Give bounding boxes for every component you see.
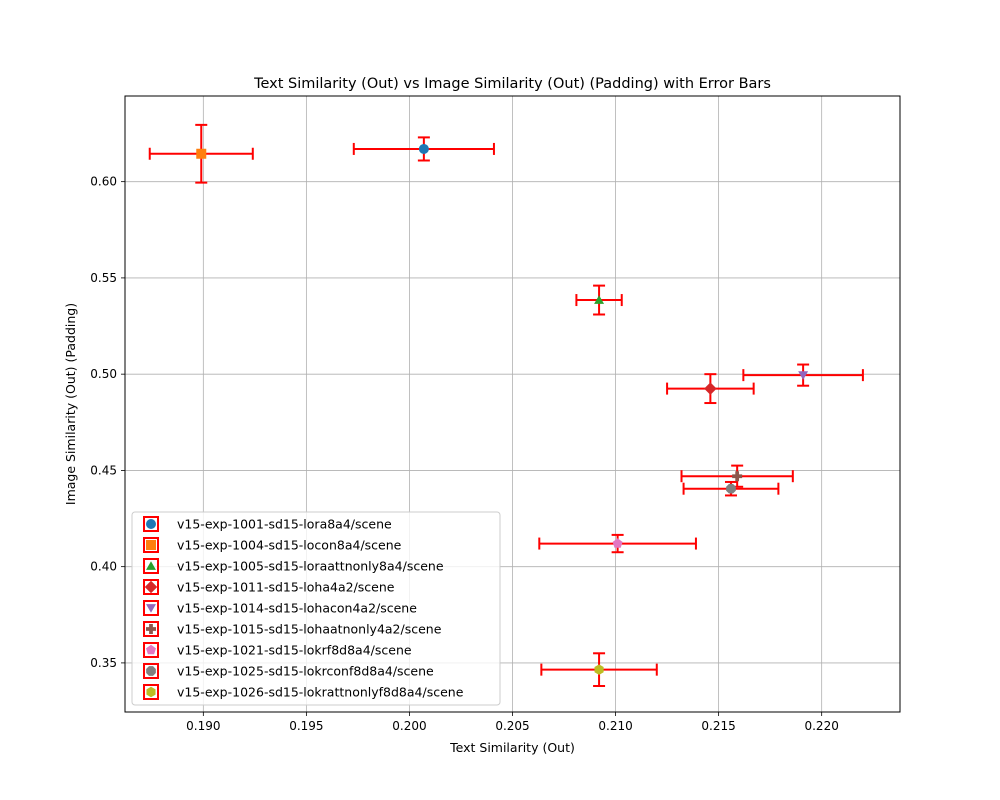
data-point — [196, 148, 207, 159]
x-tick-label: 0.220 — [804, 719, 838, 733]
y-axis-label: Image Similarity (Out) (Padding) — [63, 303, 78, 505]
legend-entry: v15-exp-1004-sd15-locon8a4/scene — [143, 537, 402, 553]
y-tick-label: 0.45 — [90, 463, 117, 477]
legend-marker — [146, 686, 156, 698]
legend-marker — [146, 519, 156, 529]
legend-label: v15-exp-1001-sd15-lora8a4/scene — [177, 517, 392, 532]
legend-errorbar-key — [143, 621, 159, 637]
legend-marker — [146, 644, 156, 655]
x-tick-label: 0.210 — [598, 719, 632, 733]
legend: v15-exp-1001-sd15-lora8a4/scene v15-exp-1… — [131, 511, 501, 706]
legend-frame — [131, 511, 501, 706]
data-point — [612, 538, 623, 548]
legend-label: v15-exp-1021-sd15-lokrf8d8a4/scene — [177, 643, 412, 658]
legend-entry: v15-exp-1001-sd15-lora8a4/scene — [143, 516, 392, 532]
legend-entry: v15-exp-1011-sd15-loha4a2/scene — [143, 579, 395, 595]
x-tick-label: 0.190 — [186, 719, 220, 733]
chart-title: Text Similarity (Out) vs Image Similarit… — [253, 76, 771, 92]
y-tick-label: 0.50 — [90, 367, 117, 381]
legend-entry: v15-exp-1005-sd15-loraattnonly8a4/scene — [143, 558, 444, 574]
legend-errorbar-key — [143, 516, 159, 532]
data-point — [726, 483, 736, 494]
data-markers — [196, 143, 809, 675]
legend-label: v15-exp-1005-sd15-loraattnonly8a4/scene — [177, 559, 444, 574]
legend-errorbar-key — [143, 537, 159, 553]
x-tick-label: 0.195 — [289, 719, 323, 733]
x-axis-ticks: 0.190 0.195 0.200 0.205 0.210 0.215 0.220 — [186, 712, 839, 733]
legend-marker — [146, 540, 156, 550]
legend-marker — [146, 666, 156, 676]
legend-errorbar-key — [143, 600, 159, 616]
x-tick-label: 0.205 — [495, 719, 529, 733]
legend-errorbar-key — [143, 684, 159, 700]
legend-marker — [146, 604, 156, 613]
legend-entry: v15-exp-1026-sd15-lokrattnonlyf8d8a4/sce… — [143, 684, 464, 700]
y-tick-label: 0.55 — [90, 271, 117, 285]
legend-label: v15-exp-1004-sd15-locon8a4/scene — [177, 538, 402, 553]
legend-label: v15-exp-1011-sd15-loha4a2/scene — [177, 580, 395, 595]
data-point — [732, 471, 743, 482]
y-tick-label: 0.60 — [90, 175, 117, 189]
legend-entry: v15-exp-1021-sd15-lokrf8d8a4/scene — [143, 642, 412, 658]
legend-errorbar-key — [143, 558, 159, 574]
x-axis-label: Text Similarity (Out) — [449, 740, 575, 755]
data-point — [594, 295, 605, 304]
legend-label: v15-exp-1025-sd15-lokrconf8d8a4/scene — [177, 664, 434, 679]
legend-errorbar-key — [143, 579, 159, 595]
legend-label: v15-exp-1015-sd15-lohaatnonly4a2/scene — [177, 622, 442, 637]
data-point — [418, 143, 429, 154]
legend-label: v15-exp-1014-sd15-lohacon4a2/scene — [177, 601, 417, 616]
data-point — [704, 382, 717, 395]
data-point — [798, 371, 809, 380]
y-axis-ticks: 0.35 0.40 0.45 0.50 0.55 0.60 — [90, 175, 125, 670]
legend-errorbar-key — [143, 663, 159, 679]
legend-entry: v15-exp-1014-sd15-lohacon4a2/scene — [143, 600, 417, 616]
y-tick-label: 0.40 — [90, 560, 117, 574]
x-tick-label: 0.200 — [392, 719, 426, 733]
legend-entry: v15-exp-1015-sd15-lohaatnonly4a2/scene — [143, 621, 442, 637]
legend-marker — [146, 624, 156, 634]
legend-entry: v15-exp-1025-sd15-lokrconf8d8a4/scene — [143, 663, 434, 679]
data-point — [594, 664, 604, 675]
y-tick-label: 0.35 — [90, 656, 117, 670]
legend-marker — [144, 580, 158, 594]
legend-errorbar-key — [143, 642, 159, 658]
legend-label: v15-exp-1026-sd15-lokrattnonlyf8d8a4/sce… — [177, 685, 464, 700]
legend-marker — [146, 561, 156, 570]
x-tick-label: 0.215 — [701, 719, 735, 733]
